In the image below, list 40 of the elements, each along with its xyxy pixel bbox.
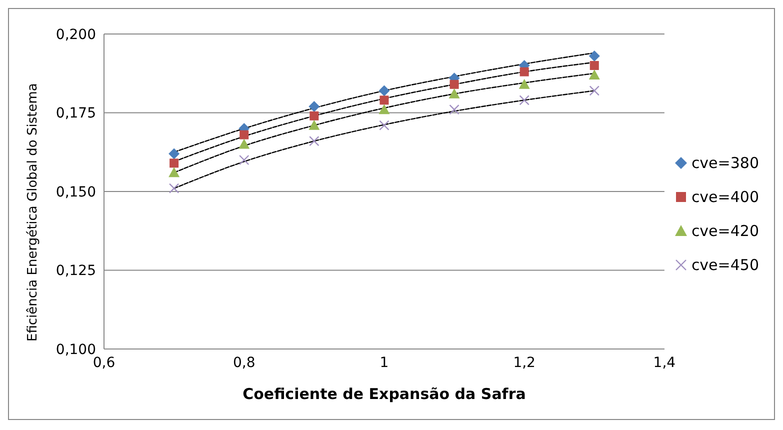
point xyxy=(449,104,460,115)
point xyxy=(378,104,390,114)
x-tick-label: 1,2 xyxy=(513,354,536,371)
y-tick-label: 0,200 xyxy=(56,26,96,43)
point xyxy=(379,120,390,130)
y-tick-label: 0,150 xyxy=(56,184,96,200)
point xyxy=(520,67,529,76)
point xyxy=(310,111,319,120)
point xyxy=(238,138,250,149)
point xyxy=(168,148,180,160)
point xyxy=(170,158,179,168)
point xyxy=(168,167,180,178)
legend-label: cve=450 xyxy=(691,256,759,274)
y-tick-label: 0,125 xyxy=(56,263,96,280)
point xyxy=(308,100,320,112)
point xyxy=(168,183,180,194)
x-axis-title: Coeficiente de Expansão da Safra xyxy=(242,385,526,403)
point xyxy=(588,50,600,62)
point xyxy=(590,61,599,70)
point xyxy=(519,95,530,106)
legend-label: cve=400 xyxy=(691,188,759,206)
point xyxy=(309,136,320,146)
point xyxy=(240,130,249,140)
point xyxy=(378,85,390,96)
legend-label: cve=380 xyxy=(691,154,759,172)
point xyxy=(239,154,250,166)
x-tick-label: 1,4 xyxy=(653,354,676,371)
point xyxy=(589,86,600,96)
legend-label: cve=420 xyxy=(691,222,759,240)
point xyxy=(308,120,320,130)
point xyxy=(380,96,389,105)
x-tick-label: 0,8 xyxy=(232,354,256,371)
point xyxy=(448,88,460,98)
point xyxy=(450,80,459,89)
y-axis-title: Eficiência Energética Global do Sistema xyxy=(26,83,41,342)
x-tick-label: 1 xyxy=(380,354,389,371)
y-tick-label: 0,175 xyxy=(56,106,96,122)
point xyxy=(518,78,530,89)
line-series xyxy=(173,90,595,189)
point xyxy=(588,69,600,80)
